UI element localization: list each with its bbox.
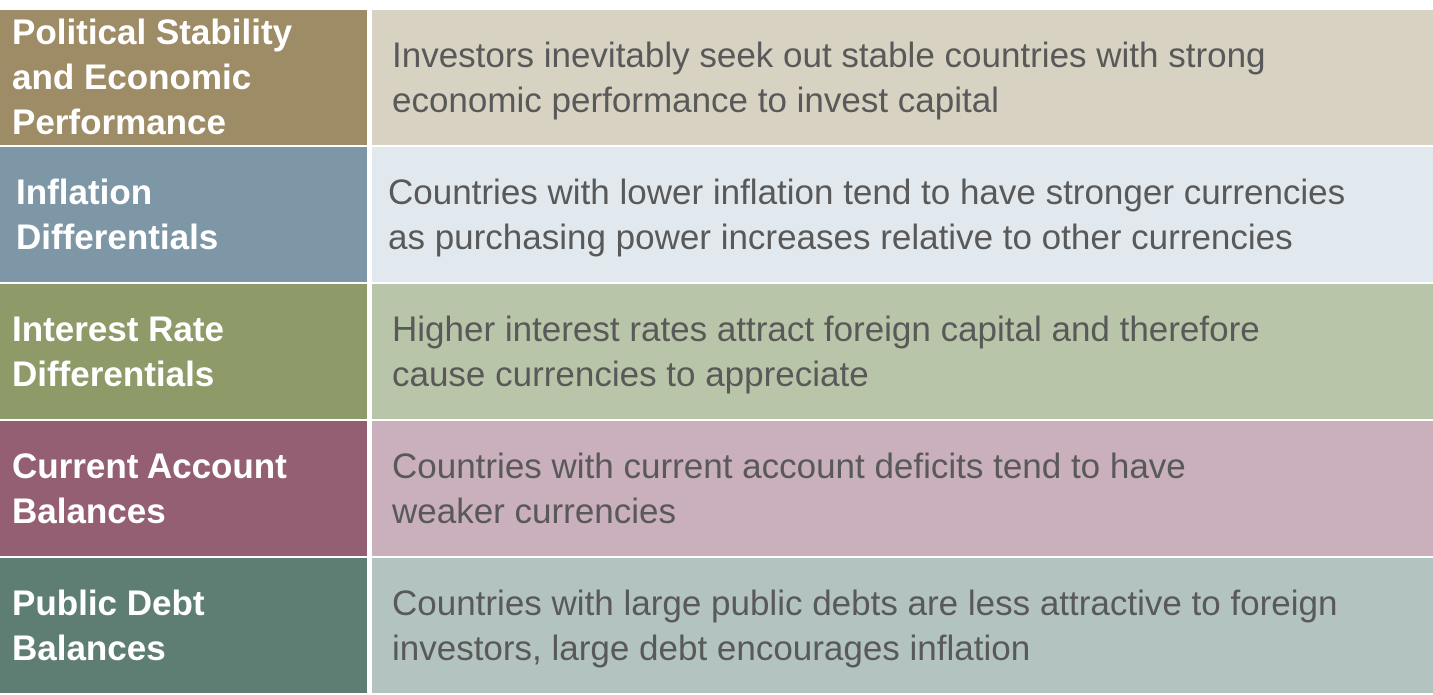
factor-label: Current Account Balances <box>12 446 287 531</box>
factors-table: Political Stability and Economic Perform… <box>0 10 1433 693</box>
factor-label: Political Stability and Economic Perform… <box>12 13 293 142</box>
factor-description: Countries with lower inflation tend to h… <box>388 172 1346 257</box>
factor-label-cell: Interest Rate Differentials <box>0 284 370 419</box>
factor-description-cell: Investors inevitably seek out stable cou… <box>372 10 1433 145</box>
factor-description-cell: Countries with lower inflation tend to h… <box>372 147 1433 282</box>
factor-row-interest-rate: Interest Rate Differentials Higher inter… <box>0 284 1433 419</box>
factor-label-cell: Public Debt Balances <box>0 558 370 693</box>
factor-row-public-debt: Public Debt Balances Countries with larg… <box>0 558 1433 693</box>
factor-description-cell: Countries with large public debts are le… <box>372 558 1433 693</box>
factor-description-cell: Higher interest rates attract foreign ca… <box>372 284 1433 419</box>
factor-description: Investors inevitably seek out stable cou… <box>392 35 1266 120</box>
factor-label-cell: Inflation Differentials <box>0 147 370 282</box>
factor-label: Inflation Differentials <box>16 172 219 257</box>
factor-label-cell: Political Stability and Economic Perform… <box>0 10 370 145</box>
factor-label: Public Debt Balances <box>12 583 205 668</box>
factor-row-inflation: Inflation Differentials Countries with l… <box>0 147 1433 282</box>
factor-description: Countries with large public debts are le… <box>392 583 1338 668</box>
factor-row-political-stability: Political Stability and Economic Perform… <box>0 10 1433 145</box>
factor-label-cell: Current Account Balances <box>0 421 370 556</box>
factor-label: Interest Rate Differentials <box>12 309 225 394</box>
factor-description: Countries with current account deficits … <box>392 446 1186 531</box>
factor-description-cell: Countries with current account deficits … <box>372 421 1433 556</box>
factor-row-current-account: Current Account Balances Countries with … <box>0 421 1433 556</box>
factor-description: Higher interest rates attract foreign ca… <box>392 309 1260 394</box>
